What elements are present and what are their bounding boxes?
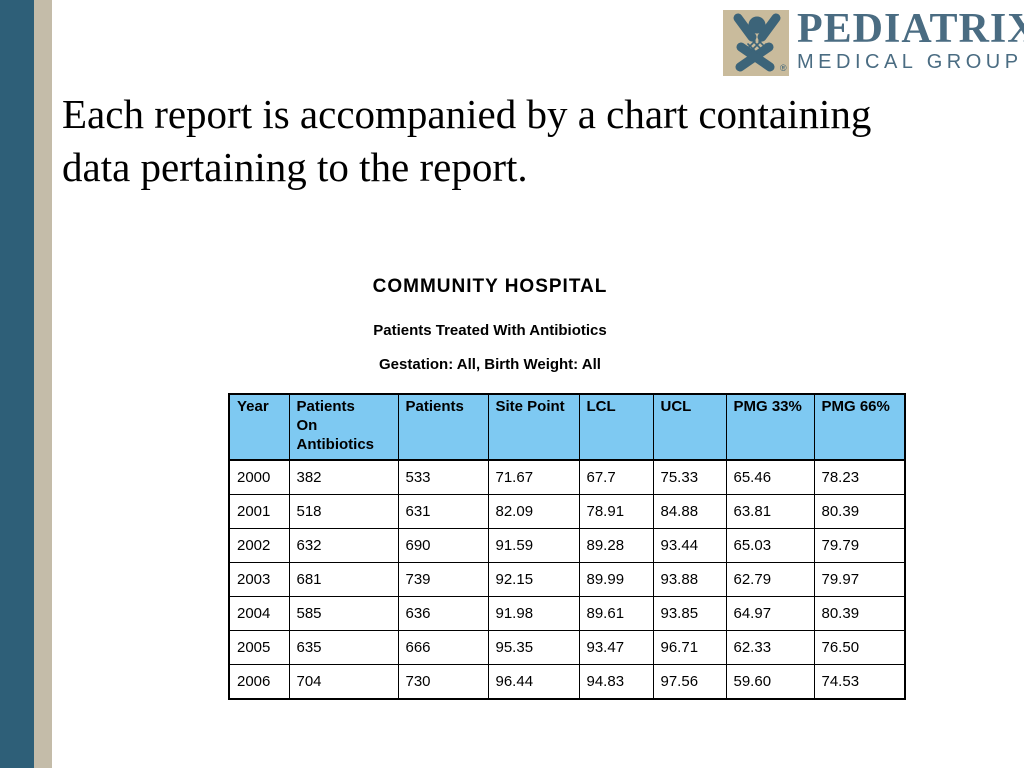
chart-subtitle-1: Patients Treated With Antibiotics <box>373 322 607 339</box>
table-row-2002: 2002 632 690 91.59 89.28 93.44 65.03 79.… <box>228 528 906 563</box>
table-row-2001: 2001 518 631 82.09 78.91 84.88 63.81 80.… <box>228 494 906 529</box>
table-cell: 63.81 <box>725 494 815 529</box>
column-header-patients-on-antibiotics: Patients On Antibiotics <box>288 393 399 461</box>
table-cell: 62.33 <box>725 630 815 665</box>
registered-mark: ® <box>780 63 787 73</box>
table-cell: 666 <box>397 630 489 665</box>
table-cell: 76.50 <box>813 630 906 665</box>
table-cell: 89.61 <box>578 596 654 631</box>
left-accent-bar-teal <box>0 0 34 768</box>
report-chart-area: COMMUNITY HOSPITAL Patients Treated With… <box>228 276 906 700</box>
table-cell: 2004 <box>228 596 290 631</box>
logo-brand-subtitle: MEDICAL GROUP <box>797 50 1023 73</box>
table-cell: 533 <box>397 459 489 495</box>
pediatrix-logo-text: PEDIATRIX MEDICAL GROUP <box>797 6 1024 73</box>
table-cell: 91.59 <box>487 528 580 563</box>
column-header-pmg-33: PMG 33% <box>725 393 815 461</box>
table-cell: 92.15 <box>487 562 580 597</box>
column-header-patients: Patients <box>397 393 489 461</box>
table-cell: 518 <box>288 494 399 529</box>
table-cell: 64.97 <box>725 596 815 631</box>
table-cell: 93.85 <box>652 596 727 631</box>
column-header-year: Year <box>228 393 290 461</box>
logo-brand-name: PEDIATRIX <box>797 6 1024 52</box>
table-cell: 94.83 <box>578 664 654 700</box>
table-cell: 80.39 <box>813 494 906 529</box>
table-cell: 71.67 <box>487 459 580 495</box>
table-cell: 2003 <box>228 562 290 597</box>
column-header-lcl: LCL <box>578 393 654 461</box>
table-cell: 2002 <box>228 528 290 563</box>
table-cell: 704 <box>288 664 399 700</box>
table-cell: 80.39 <box>813 596 906 631</box>
column-header-pmg-66: PMG 66% <box>813 393 906 461</box>
slide-title: Each report is accompanied by a chart co… <box>62 91 872 190</box>
column-header-ucl: UCL <box>652 393 727 461</box>
chart-subtitle-2: Gestation: All, Birth Weight: All <box>379 356 601 373</box>
table-cell: 65.46 <box>725 459 815 495</box>
table-cell: 59.60 <box>725 664 815 700</box>
table-cell: 96.71 <box>652 630 727 665</box>
table-cell: 2006 <box>228 664 290 700</box>
table-cell: 82.09 <box>487 494 580 529</box>
table-cell: 690 <box>397 528 489 563</box>
table-cell: 78.91 <box>578 494 654 529</box>
table-row-2003: 2003 681 739 92.15 89.99 93.88 62.79 79.… <box>228 562 906 597</box>
table-cell: 97.56 <box>652 664 727 700</box>
table-cell: 78.23 <box>813 459 906 495</box>
table-header-row: Year Patients On Antibiotics Patients Si… <box>228 393 906 461</box>
table-cell: 79.97 <box>813 562 906 597</box>
table-cell: 739 <box>397 562 489 597</box>
antibiotics-data-table: Year Patients On Antibiotics Patients Si… <box>228 393 906 700</box>
table-cell: 79.79 <box>813 528 906 563</box>
table-cell: 636 <box>397 596 489 631</box>
table-cell: 95.35 <box>487 630 580 665</box>
table-cell: 91.98 <box>487 596 580 631</box>
table-cell: 67.7 <box>578 459 654 495</box>
table-cell: 65.03 <box>725 528 815 563</box>
table-cell: 84.88 <box>652 494 727 529</box>
column-header-site-point: Site Point <box>487 393 580 461</box>
table-cell: 635 <box>288 630 399 665</box>
chart-title: COMMUNITY HOSPITAL <box>372 276 608 297</box>
table-cell: 382 <box>288 459 399 495</box>
table-cell: 74.53 <box>813 664 906 700</box>
table-cell: 681 <box>288 562 399 597</box>
left-accent-bar-tan <box>34 0 52 768</box>
table-cell: 75.33 <box>652 459 727 495</box>
table-row-2000: 2000 382 533 71.67 67.7 75.33 65.46 78.2… <box>228 459 906 495</box>
table-cell: 585 <box>288 596 399 631</box>
pediatrix-logo-mark: ® <box>723 10 789 76</box>
chart-titles: COMMUNITY HOSPITAL Patients Treated With… <box>228 276 752 373</box>
table-cell: 93.44 <box>652 528 727 563</box>
table-cell: 89.28 <box>578 528 654 563</box>
table-cell: 730 <box>397 664 489 700</box>
table-cell: 632 <box>288 528 399 563</box>
child-figure-icon: ® <box>733 13 787 73</box>
table-row-2004: 2004 585 636 91.98 89.61 93.85 64.97 80.… <box>228 596 906 631</box>
table-cell: 93.47 <box>578 630 654 665</box>
table-row-2006: 2006 704 730 96.44 94.83 97.56 59.60 74.… <box>228 664 906 700</box>
table-cell: 631 <box>397 494 489 529</box>
table-cell: 2000 <box>228 459 290 495</box>
table-cell: 2005 <box>228 630 290 665</box>
table-cell: 62.79 <box>725 562 815 597</box>
pediatrix-logo: ® PEDIATRIX MEDICAL GROUP <box>723 6 1024 76</box>
table-cell: 93.88 <box>652 562 727 597</box>
table-row-2005: 2005 635 666 95.35 93.47 96.71 62.33 76.… <box>228 630 906 665</box>
table-cell: 89.99 <box>578 562 654 597</box>
table-cell: 96.44 <box>487 664 580 700</box>
table-cell: 2001 <box>228 494 290 529</box>
